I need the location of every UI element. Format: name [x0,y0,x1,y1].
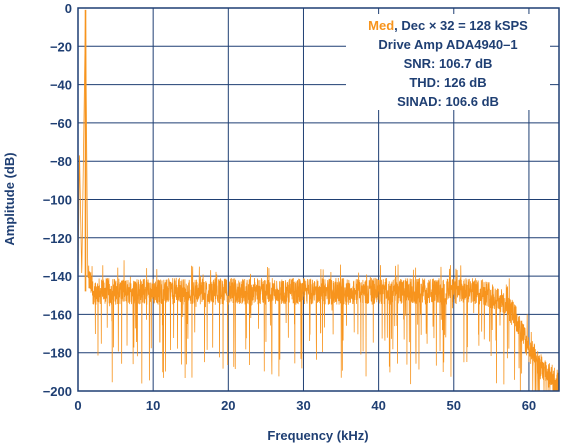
trace-layer [77,9,560,392]
series-name-med: Med [368,18,394,33]
x-tick-label: 40 [371,398,385,413]
y-ticks: 0 −20 −40 −60 −80 −100 −120 −140 −160 −180 −200 [43,1,72,399]
x-tick-label: 0 [74,398,81,413]
annotation-line-2: Drive Amp ADA4940–1 [378,37,517,52]
x-axis-label: Frequency (kHz) [267,428,368,443]
y-tick-label: −120 [43,231,72,246]
y-tick-label: −200 [43,384,72,399]
x-tick-label: 50 [447,398,461,413]
y-tick-label: 0 [65,1,72,16]
y-axis-label: Amplitude (dB) [2,152,17,245]
y-tick-label: −40 [50,78,72,93]
annotation-box: Med, Dec × 32 = 128 kSPS Drive Amp ADA49… [346,14,550,110]
annotation-line-1: Med, Dec × 32 = 128 kSPS [368,18,528,33]
annotation-thd: THD: 126 dB [409,75,486,90]
x-tick-label: 10 [146,398,160,413]
y-tick-label: −60 [50,116,72,131]
y-tick-label: −180 [43,346,72,361]
y-tick-label: −160 [43,307,72,322]
annotation-snr: SNR: 106.7 dB [404,56,493,71]
x-ticks: 0 10 20 30 40 50 60 [74,398,536,413]
y-tick-label: −20 [50,39,72,54]
x-tick-label: 20 [221,398,235,413]
y-tick-label: −80 [50,154,72,169]
y-tick-label: −140 [43,269,72,284]
x-tick-label: 60 [522,398,536,413]
y-tick-label: −100 [43,193,72,208]
series-med-trace [77,17,560,392]
x-tick-label: 30 [296,398,310,413]
annotation-sinad: SINAD: 106.6 dB [397,94,499,109]
plot-frame [77,7,560,392]
